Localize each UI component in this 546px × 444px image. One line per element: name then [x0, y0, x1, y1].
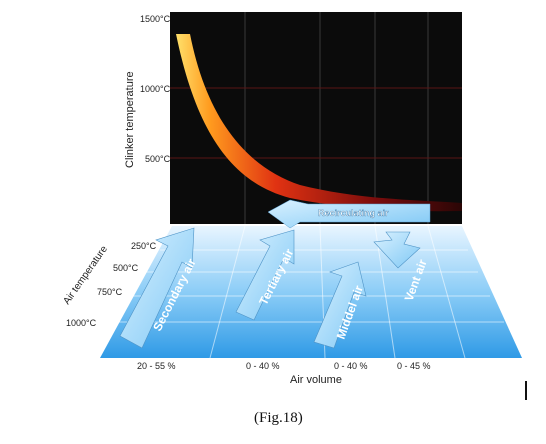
- vent-air-arrow: [373, 231, 421, 269]
- volume-label-tertiary: 0 - 40 %: [246, 361, 280, 371]
- tertiary-air-arrow: [235, 229, 295, 321]
- volume-label-vent: 0 - 45 %: [397, 361, 431, 371]
- recirculating-air-arrow: Recirculating air: [267, 199, 431, 229]
- clinker-tick-500: 500°C: [145, 154, 171, 164]
- clinker-tick-1500: 1500°C: [140, 14, 171, 24]
- air-tick-1000: 1000°C: [66, 318, 97, 328]
- text-cursor-mark: [525, 381, 527, 400]
- air-tick-250: 250°C: [131, 241, 157, 251]
- air-panel-gridlines: [112, 225, 504, 359]
- air-panel: [100, 226, 522, 358]
- clinker-temperature-curve: [176, 34, 462, 212]
- air-volume-axis-title: Air volume: [290, 374, 342, 386]
- clinker-temperature-axis-title: Clinker temperature: [124, 71, 136, 168]
- figure-caption: (Fig.18): [254, 410, 303, 426]
- middle-air-arrow: [313, 261, 367, 349]
- air-tick-750: 750°C: [97, 287, 123, 297]
- clinker-gridlines: [170, 12, 462, 224]
- volume-label-middle: 0 - 40 %: [334, 361, 368, 371]
- air-temperature-axis-title: Air temperature: [61, 244, 110, 307]
- recirculating-air-label: Recirculating air: [318, 208, 389, 218]
- volume-label-secondary: 20 - 55 %: [137, 361, 176, 371]
- air-tick-500: 500°C: [113, 263, 139, 273]
- clinker-tick-1000: 1000°C: [140, 84, 171, 94]
- secondary-air-arrow: [119, 227, 195, 349]
